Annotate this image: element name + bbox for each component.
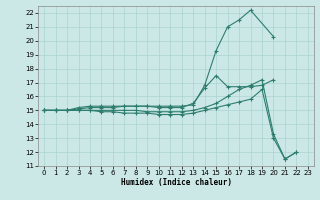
X-axis label: Humidex (Indice chaleur): Humidex (Indice chaleur) [121,178,231,187]
